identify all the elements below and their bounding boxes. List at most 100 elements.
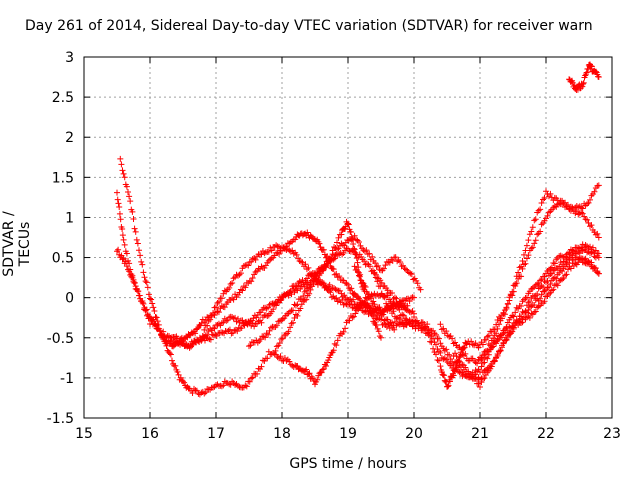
data-point (526, 231, 533, 238)
data-point (361, 282, 368, 289)
data-point (440, 356, 447, 363)
data-point (383, 306, 390, 313)
data-point (229, 280, 236, 287)
data-point (142, 278, 149, 285)
data-point (249, 256, 256, 263)
data-point (368, 295, 375, 302)
data-point (150, 304, 157, 311)
data-point (445, 382, 452, 389)
data-point (286, 358, 293, 365)
data-point (481, 375, 488, 382)
data-point (509, 323, 516, 330)
data-point (336, 273, 343, 280)
data-point (244, 321, 251, 328)
x-tick-label: 17 (207, 426, 225, 442)
data-point (303, 296, 310, 303)
data-point (481, 359, 488, 366)
data-point (541, 298, 548, 305)
data-point (437, 340, 444, 347)
data-point (563, 271, 570, 278)
data-point (202, 389, 209, 396)
data-point (553, 203, 560, 210)
data-point (325, 287, 332, 294)
data-point (328, 253, 335, 260)
data-point (389, 319, 395, 326)
data-point (499, 342, 505, 349)
data-point (424, 321, 431, 328)
data-point (485, 332, 492, 339)
data-point (591, 188, 598, 195)
data-point (535, 285, 542, 292)
data-point (298, 258, 305, 265)
data-point (340, 328, 347, 335)
data-point (560, 275, 567, 282)
data-point (230, 275, 237, 282)
y-tick-label: 3 (65, 50, 74, 66)
data-point (312, 278, 318, 285)
data-point (273, 322, 280, 329)
data-point (414, 280, 421, 287)
data-point (204, 314, 211, 321)
data-point (550, 259, 557, 266)
data-point (268, 247, 275, 254)
data-point (538, 200, 545, 207)
data-point (318, 369, 325, 376)
data-point (144, 312, 151, 319)
data-point (391, 294, 398, 301)
data-point (493, 340, 500, 347)
x-tick-label: 16 (141, 426, 159, 442)
data-point (560, 254, 567, 261)
data-point (437, 349, 444, 356)
data-point (346, 317, 353, 324)
data-point (560, 199, 567, 206)
data-point (218, 383, 225, 390)
data-point (305, 370, 312, 377)
data-point (535, 279, 542, 286)
data-point (268, 308, 275, 315)
data-point (595, 270, 602, 277)
data-point (537, 277, 544, 284)
data-point (136, 292, 143, 299)
data-point (139, 299, 146, 306)
data-point (516, 264, 523, 271)
data-point (263, 305, 270, 312)
data-point (272, 299, 279, 306)
data-point (273, 343, 280, 350)
y-tick-label: 0 (65, 291, 74, 307)
data-point (570, 208, 577, 215)
data-point (306, 290, 313, 297)
data-point (525, 237, 532, 244)
data-point (394, 258, 401, 265)
data-point (479, 352, 486, 359)
x-axis-label: GPS time / hours (289, 456, 407, 472)
data-point (285, 292, 292, 299)
data-point (292, 302, 299, 309)
data-point (257, 309, 264, 316)
data-point (223, 317, 230, 324)
data-point (504, 327, 511, 334)
data-point (584, 216, 591, 223)
data-point (242, 284, 249, 291)
data-point (132, 283, 139, 290)
data-point (206, 336, 213, 343)
data-point (545, 284, 552, 291)
data-point (528, 310, 535, 317)
data-point (300, 293, 307, 300)
data-point (314, 376, 321, 383)
data-point (314, 275, 321, 282)
data-point (192, 330, 199, 337)
data-point (501, 329, 508, 336)
points-layer (114, 61, 602, 398)
data-point (578, 204, 585, 211)
data-point (168, 337, 175, 344)
data-point (152, 313, 159, 320)
data-point (334, 274, 341, 281)
data-point (407, 270, 414, 277)
data-point (595, 182, 602, 189)
data-point (121, 241, 128, 248)
data-point (361, 258, 368, 265)
data-point (290, 285, 296, 292)
data-point (368, 309, 375, 316)
data-point (212, 331, 219, 338)
